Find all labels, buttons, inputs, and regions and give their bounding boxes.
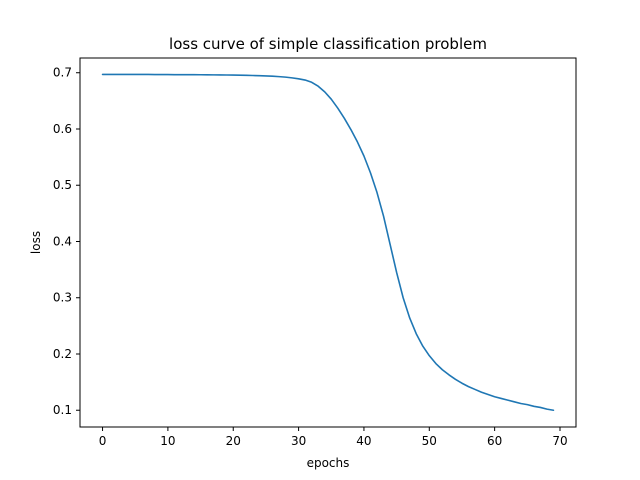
loss-point [298, 78, 299, 79]
loss-point [180, 74, 181, 75]
loss-point [337, 108, 338, 109]
loss-point [200, 74, 201, 75]
loss-point [468, 386, 469, 387]
loss-point [331, 99, 332, 100]
x-axis-label: epochs [307, 456, 350, 470]
loss-point [278, 76, 279, 77]
x-tick-label: 50 [422, 434, 437, 448]
loss-point [187, 74, 188, 75]
loss-point [520, 403, 521, 404]
loss-point [252, 75, 253, 76]
loss-point [494, 396, 495, 397]
loss-point [135, 74, 136, 75]
loss-point [409, 317, 410, 318]
loss-point [167, 74, 168, 75]
loss-point [161, 74, 162, 75]
loss-point [501, 398, 502, 399]
loss-point [102, 74, 103, 75]
loss-point [259, 75, 260, 76]
loss-point [435, 363, 436, 364]
loss-point [122, 74, 123, 75]
loss-point [455, 379, 456, 380]
loss-point [154, 74, 155, 75]
loss-point [318, 86, 319, 87]
loss-point [233, 75, 234, 76]
loss-point [350, 129, 351, 130]
loss-point [357, 141, 358, 142]
loss-point [546, 409, 547, 410]
x-tick-label: 20 [226, 434, 241, 448]
loss-point [246, 75, 247, 76]
x-tick-label: 40 [356, 434, 371, 448]
loss-point [396, 272, 397, 273]
x-tick-label: 60 [487, 434, 502, 448]
y-axis-label: loss [29, 231, 43, 254]
y-tick-label: 0.4 [53, 234, 72, 248]
loss-point [514, 401, 515, 402]
loss-point [363, 155, 364, 156]
loss-point [475, 389, 476, 390]
loss-point [403, 297, 404, 298]
loss-point [239, 75, 240, 76]
loss-point [311, 82, 312, 83]
axis-ticks: 0 10 20 30 40 50 60 70 0.1 0.2 0.3 0.4 0.5 0.6 0.7 [53, 66, 568, 448]
y-tick-label: 0.1 [53, 403, 72, 417]
loss-point [540, 407, 541, 408]
x-tick-label: 10 [160, 434, 175, 448]
loss-point [213, 74, 214, 75]
loss-point [448, 374, 449, 375]
y-tick-label: 0.2 [53, 347, 72, 361]
loss-point [370, 172, 371, 173]
x-tick-label: 70 [552, 434, 567, 448]
loss-point [507, 400, 508, 401]
loss-point [272, 76, 273, 77]
y-tick-label: 0.3 [53, 291, 72, 305]
loss-point [285, 77, 286, 78]
loss-point [416, 333, 417, 334]
loss-point [174, 74, 175, 75]
loss-point [324, 91, 325, 92]
loss-point [194, 74, 195, 75]
loss-point [461, 383, 462, 384]
loss-point [488, 394, 489, 395]
loss-point [527, 404, 528, 405]
loss-point [383, 216, 384, 217]
loss-point [148, 74, 149, 75]
loss-point [128, 74, 129, 75]
loss-point [265, 75, 266, 76]
plot-frame [79, 57, 577, 428]
loss-point [429, 355, 430, 356]
loss-point [115, 74, 116, 75]
loss-point [422, 346, 423, 347]
loss-point [553, 410, 554, 411]
loss-point [533, 406, 534, 407]
x-tick-label: 0 [99, 434, 107, 448]
loss-point [207, 74, 208, 75]
loss-point [292, 77, 293, 78]
loss-point [141, 74, 142, 75]
loss-point [109, 74, 110, 75]
y-tick-label: 0.5 [53, 178, 72, 192]
y-tick-label: 0.7 [53, 66, 72, 80]
loss-point [390, 244, 391, 245]
chart-title: loss curve of simple classification prob… [169, 35, 487, 53]
loss-series-line [101, 73, 555, 412]
y-tick-label: 0.6 [53, 122, 72, 136]
loss-point [344, 118, 345, 119]
loss-point [442, 369, 443, 370]
x-tick-label: 30 [291, 434, 306, 448]
loss-point [305, 80, 306, 81]
loss-point [377, 192, 378, 193]
plot-area [101, 73, 555, 412]
loss-point [481, 392, 482, 393]
loss-point [226, 74, 227, 75]
loss-point [220, 74, 221, 75]
